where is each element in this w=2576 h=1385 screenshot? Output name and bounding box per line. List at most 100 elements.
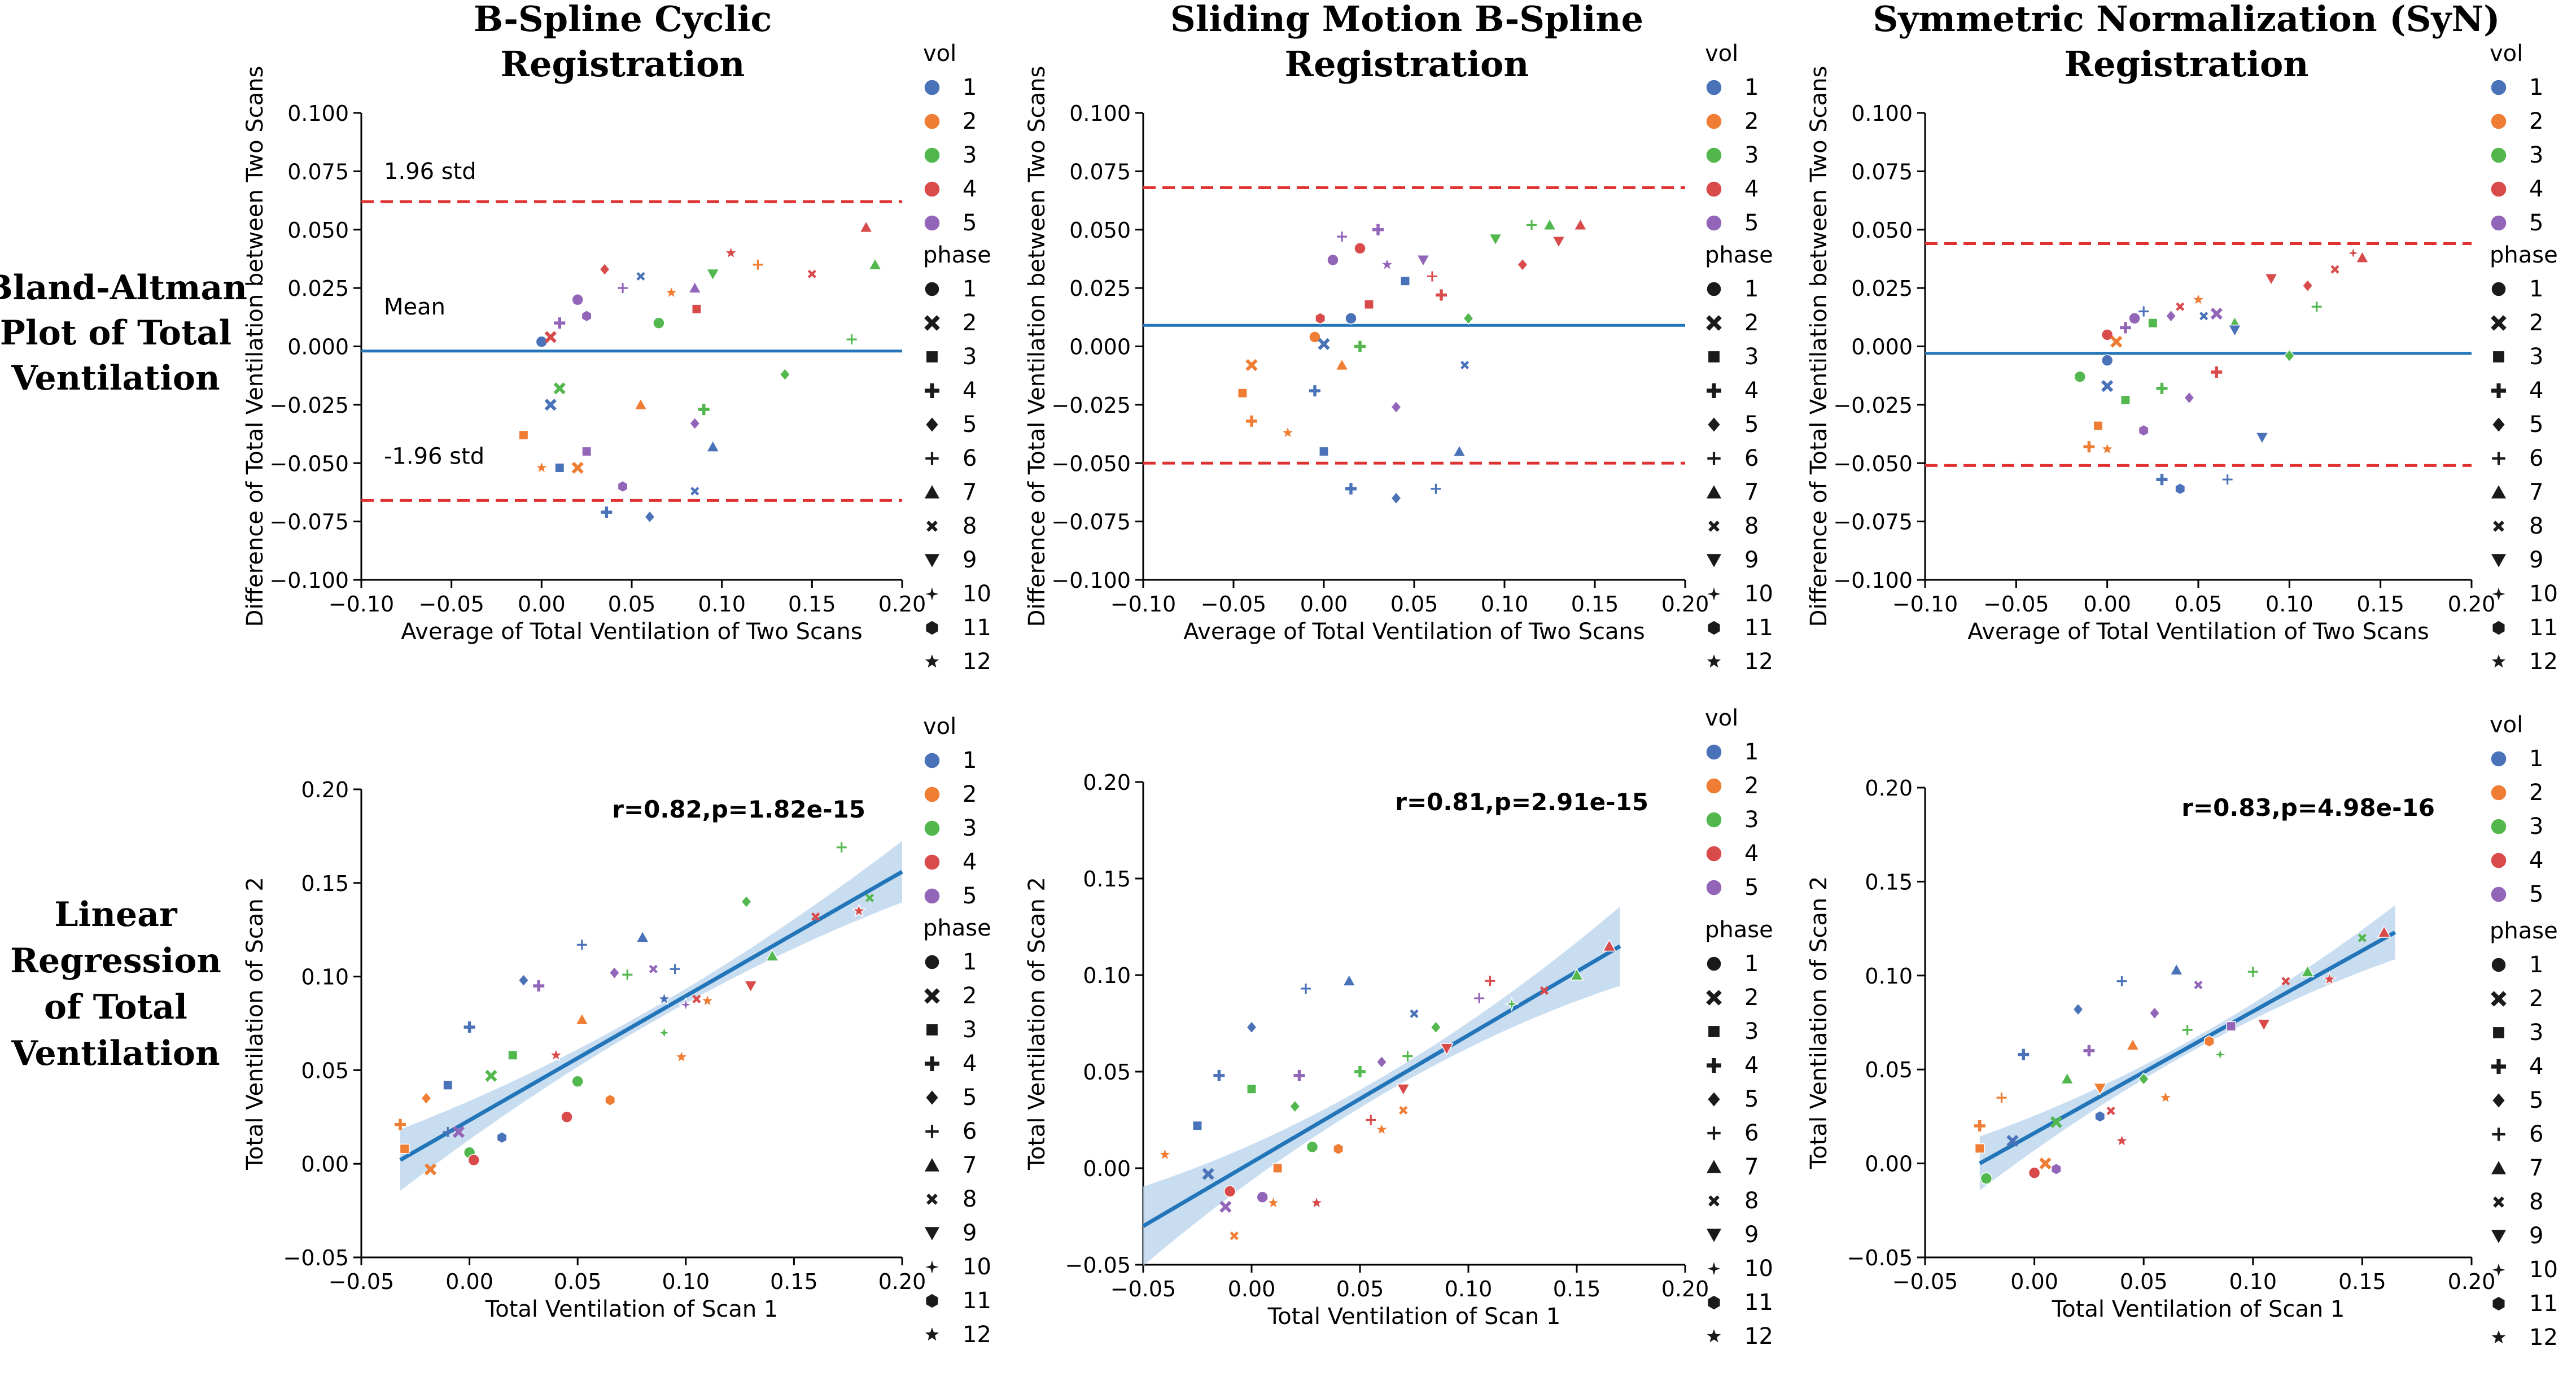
- data-point: [2106, 1106, 2115, 1116]
- data-point: [496, 1131, 508, 1144]
- data-point: [617, 480, 628, 493]
- legend-phase-label: 11: [1744, 615, 1773, 641]
- data-point: [1488, 233, 1503, 246]
- x-tick-label: 0.15: [2338, 1269, 2386, 1294]
- data-point: [1354, 1066, 1366, 1077]
- legend-vol-label: 3: [2529, 142, 2543, 168]
- legend-phase-label: 10: [1744, 1256, 1773, 1282]
- data-point: [1517, 258, 1528, 272]
- data-point: [2120, 395, 2131, 405]
- data-point: [723, 245, 738, 260]
- legend-phase-title: phase: [2490, 242, 2558, 268]
- legend-vol-title: vol: [1705, 705, 1738, 731]
- data-point: [765, 949, 780, 962]
- data-point: [463, 1021, 475, 1033]
- legend-phase-label: 8: [2529, 513, 2543, 539]
- legend-vol-marker: [1705, 744, 1722, 761]
- data-point: [633, 397, 648, 410]
- x-tick-label: −0.05: [1892, 1269, 1958, 1294]
- y-axis-label: Difference of Total Ventilation between …: [1806, 66, 1832, 627]
- data-point: [664, 285, 679, 299]
- legend-vol-marker: [924, 752, 941, 769]
- data-point: [1551, 235, 1566, 248]
- y-tick-label: −0.05: [1847, 1246, 1913, 1270]
- data-point: [2028, 1166, 2041, 1179]
- legend-phase-marker: [2492, 1128, 2505, 1141]
- data-point: [2170, 963, 2184, 976]
- legend-phase-marker: [2489, 1260, 2508, 1279]
- x-tick-label: 0.05: [608, 592, 656, 617]
- data-point: [859, 220, 873, 233]
- legend-phase-title: phase: [923, 915, 991, 941]
- legend-phase-label: 6: [2529, 445, 2543, 471]
- legend-phase-label: 2: [1744, 985, 1759, 1011]
- data-point: [394, 1119, 406, 1130]
- legend-vol-marker: [1705, 879, 1722, 896]
- data-point: [553, 382, 566, 395]
- x-tick-label: −0.10: [1110, 592, 1176, 617]
- data-point: [452, 1126, 465, 1138]
- legend-vol-label: 2: [1744, 108, 1759, 134]
- data-point: [836, 842, 847, 853]
- legend-phase-label: 6: [963, 1119, 977, 1144]
- legend-phase-label: 9: [963, 547, 977, 573]
- data-point: [1573, 217, 1587, 231]
- data-point: [1202, 1168, 1214, 1180]
- data-point: [846, 334, 857, 345]
- data-point: [1540, 986, 1549, 995]
- legend-phase-label: 10: [963, 1254, 991, 1280]
- data-point: [467, 1154, 480, 1166]
- data-point: [2377, 925, 2391, 938]
- x-tick-label: 0.20: [1661, 592, 1709, 617]
- legend-phase-label: 5: [963, 1085, 977, 1111]
- legend-vol-label: 5: [963, 883, 977, 909]
- x-tick-label: 0.05: [1390, 592, 1438, 617]
- annotation-mean: Mean: [384, 294, 445, 320]
- legend-phase-marker: [926, 521, 938, 532]
- legend-phase-marker: [925, 620, 939, 636]
- annotation-lower-std: -1.96 std: [384, 443, 484, 469]
- data-point: [533, 980, 545, 992]
- data-point: [753, 259, 763, 270]
- y-tick-label: 0.025: [1069, 276, 1131, 301]
- x-tick-label: −0.05: [1201, 592, 1266, 617]
- y-tick-label: −0.025: [1833, 393, 1913, 418]
- legend-phase-marker: [2493, 1196, 2504, 1208]
- legend-phase-marker: [2489, 652, 2508, 670]
- legend-vol-label: 3: [1744, 142, 1759, 168]
- data-point: [1309, 1195, 1324, 1209]
- data-point: [2158, 1090, 2173, 1104]
- legend-phase-marker: [1706, 281, 1722, 297]
- legend-phase-marker: [2492, 1026, 2505, 1039]
- data-point: [571, 294, 584, 306]
- legend-phase-marker: [2491, 383, 2506, 398]
- data-points: [1974, 925, 2391, 1185]
- y-tick-label: 0.05: [301, 1058, 349, 1083]
- data-point: [1301, 983, 1311, 994]
- legend-vol-marker: [924, 147, 941, 164]
- legend-vol-label: 3: [963, 142, 977, 168]
- x-tick-label: 0.10: [2266, 592, 2313, 617]
- data-point: [1213, 1069, 1225, 1081]
- column-title-line: B-Spline Cyclic: [474, 0, 772, 40]
- data-point: [744, 980, 758, 993]
- data-point: [1354, 340, 1366, 352]
- column-title-line: Registration: [1285, 43, 1529, 85]
- legend-phase-label: 5: [2529, 412, 2543, 438]
- data-point: [2114, 1133, 2129, 1147]
- data-point: [2101, 329, 2114, 341]
- data-point: [1390, 491, 1402, 505]
- legend-vol-marker: [1705, 811, 1722, 828]
- legend-phase-title: phase: [2490, 918, 2558, 944]
- data-point: [2110, 335, 2123, 348]
- data-point: [1396, 1083, 1411, 1096]
- legend-phase-label: 1: [963, 276, 977, 302]
- legend-vol-title: vol: [923, 714, 956, 740]
- data-point: [2301, 964, 2315, 977]
- data-point: [1289, 1099, 1301, 1113]
